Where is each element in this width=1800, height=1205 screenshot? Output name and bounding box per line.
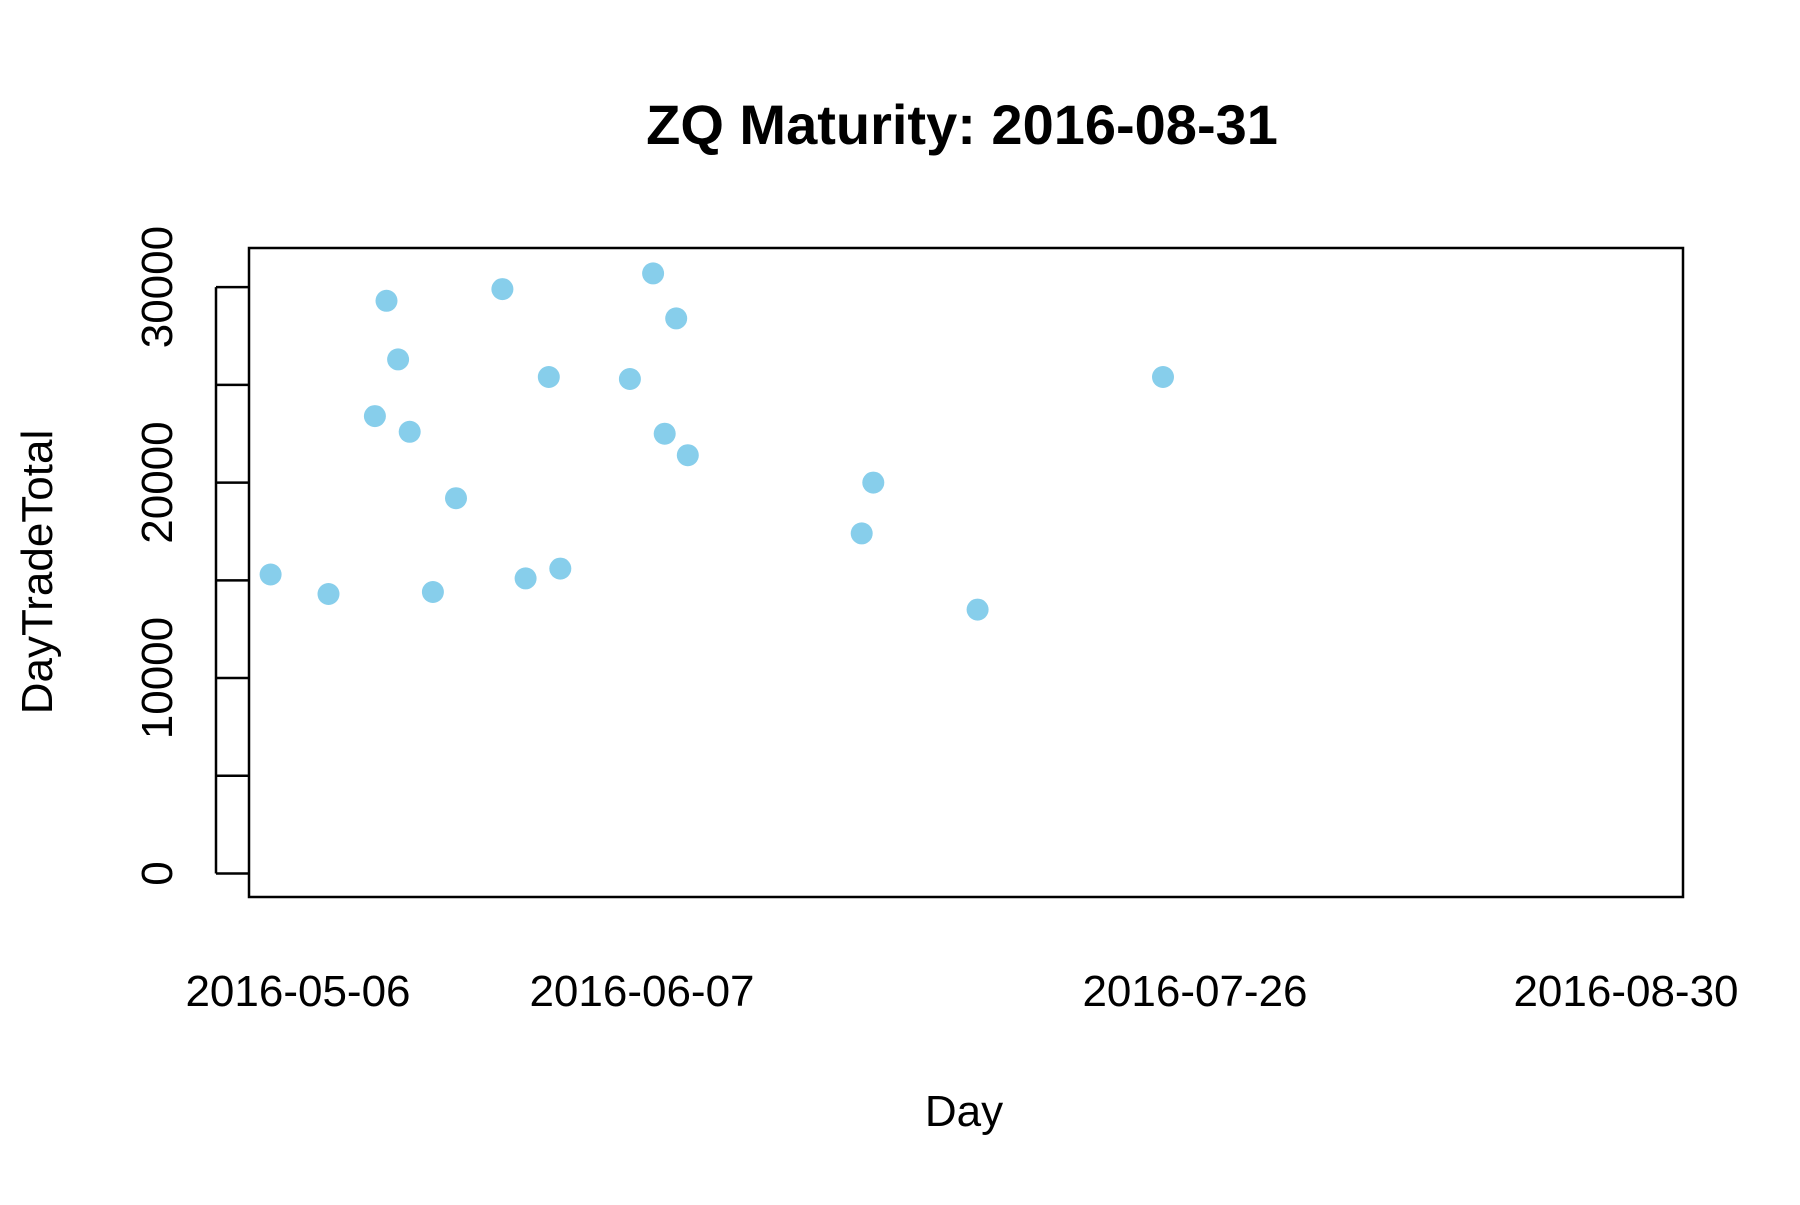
y-tick-label: 10000	[133, 617, 182, 739]
data-point	[850, 522, 873, 545]
data-point	[549, 557, 572, 580]
data-point	[966, 598, 989, 621]
x-axis-label: Day	[925, 1087, 1003, 1136]
data-point	[421, 581, 444, 603]
y-axis-label: DayTradeTotal	[13, 430, 62, 715]
chart-title: ZQ Maturity: 2016-08-31	[646, 93, 1278, 156]
data-point	[676, 444, 699, 467]
data-point	[445, 487, 467, 510]
data-point	[618, 368, 641, 390]
data-points	[259, 262, 1174, 621]
y-axis: 0 10000 20000 30000	[133, 226, 249, 886]
y-tick-label: 20000	[133, 421, 182, 543]
x-tick-label: 2016-07-26	[1082, 967, 1307, 1016]
y-tick-label: 0	[133, 861, 182, 885]
data-point	[665, 307, 688, 330]
data-point	[537, 366, 560, 388]
data-point	[491, 278, 514, 301]
plot-area-frame	[247, 246, 1685, 899]
data-point	[398, 420, 421, 443]
data-point	[375, 289, 398, 312]
data-point	[317, 583, 340, 605]
data-point	[1152, 366, 1174, 388]
data-point	[862, 471, 885, 494]
y-tick-label: 30000	[133, 226, 182, 348]
x-tick-label: 2016-05-06	[185, 967, 410, 1016]
x-tick-label: 2016-06-07	[529, 967, 754, 1016]
data-point	[259, 563, 282, 586]
x-axis-tick-labels: 2016-05-06 2016-06-07 2016-07-26 2016-08-30	[185, 967, 1738, 1016]
data-point	[514, 567, 537, 590]
data-point	[363, 405, 386, 428]
data-point	[387, 348, 410, 371]
data-point	[653, 422, 676, 445]
data-point	[642, 262, 665, 285]
x-tick-label: 2016-08-30	[1513, 967, 1738, 1016]
